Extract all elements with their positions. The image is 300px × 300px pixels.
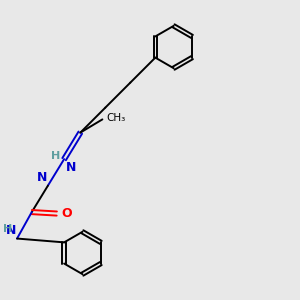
Text: N: N bbox=[66, 160, 76, 174]
Text: N: N bbox=[37, 171, 47, 184]
Text: O: O bbox=[61, 207, 72, 220]
Text: H: H bbox=[3, 224, 12, 234]
Text: H: H bbox=[51, 151, 61, 160]
Text: N: N bbox=[5, 224, 16, 237]
Text: CH₃: CH₃ bbox=[107, 113, 126, 123]
